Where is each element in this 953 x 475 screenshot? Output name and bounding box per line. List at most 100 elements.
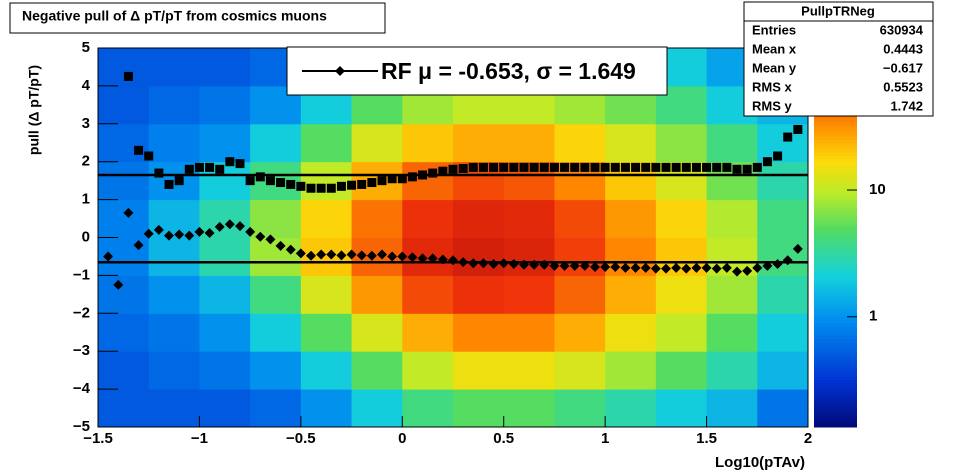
color-bar-step — [814, 212, 857, 216]
profile-diamond — [752, 262, 763, 273]
color-bar-step — [814, 294, 857, 299]
stats-value: 0.5523 — [883, 79, 923, 94]
color-bar-step — [814, 218, 857, 223]
heat-cell — [605, 123, 657, 163]
profile-square — [235, 159, 245, 169]
profile-square — [205, 162, 215, 172]
color-bar-step — [814, 237, 857, 242]
color-bar-step — [814, 243, 857, 248]
heat-cell — [605, 351, 657, 390]
color-bar-step — [814, 161, 857, 166]
profile-square — [712, 162, 722, 172]
profile-square — [265, 176, 275, 186]
heat-cell — [706, 275, 758, 314]
color-bar-step — [814, 332, 857, 336]
profile-diamond — [407, 252, 418, 263]
stats-key: Entries — [752, 22, 796, 37]
x-tick-label: −0.5 — [286, 430, 316, 447]
profile-diamond — [255, 231, 266, 242]
profile-diamond — [123, 207, 134, 218]
profile-square — [336, 181, 346, 191]
color-bar-step — [814, 275, 857, 280]
profile-square — [691, 162, 701, 172]
profile-square — [174, 176, 184, 186]
color-bar-step — [814, 300, 857, 305]
color-bar-step — [814, 221, 857, 226]
profile-square — [123, 71, 133, 81]
profile-diamond — [285, 244, 296, 255]
color-bar-step — [814, 142, 857, 147]
heat-cell — [655, 123, 708, 163]
profile-square — [347, 180, 357, 190]
profile-diamond — [346, 249, 357, 260]
heat-cell — [148, 237, 200, 276]
heat-cell — [453, 275, 505, 314]
color-bar-step — [814, 389, 857, 393]
profile-square — [509, 162, 519, 172]
stats-key: Mean y — [752, 60, 797, 75]
color-bar-step — [814, 414, 857, 419]
profile-square — [276, 178, 286, 188]
color-bar-step — [814, 376, 857, 381]
y-tick-label: 5 — [82, 39, 90, 56]
heat-cell — [250, 199, 302, 238]
color-bar-step — [814, 297, 857, 302]
color-bar-step — [814, 215, 857, 220]
heat-cell — [757, 313, 809, 352]
heat-cell — [98, 123, 150, 163]
color-bar-step — [814, 262, 857, 267]
stats-key: RMS y — [752, 98, 793, 113]
profile-square — [387, 174, 397, 184]
profile-diamond — [164, 230, 174, 241]
y-tick-label: 0 — [82, 228, 90, 245]
stats-value: 1.742 — [890, 98, 923, 113]
heat-cell — [503, 389, 555, 428]
color-bar-step — [814, 253, 857, 257]
stats-value: 0.4443 — [883, 41, 923, 56]
profile-square — [134, 145, 144, 155]
y-tick-label: 4 — [82, 77, 91, 94]
chart-title: Negative pull of Δ pT/pT from cosmics mu… — [22, 8, 327, 24]
profile-diamond — [417, 253, 428, 264]
color-bar-step — [814, 149, 857, 153]
profile-diamond — [103, 251, 114, 262]
profile-diamond — [204, 227, 215, 238]
color-bar-step — [814, 306, 857, 311]
color-bar-step — [814, 329, 857, 333]
profile-square — [702, 162, 712, 172]
heat-cell — [402, 199, 454, 238]
heat-cell — [98, 275, 150, 314]
profile-square — [600, 162, 610, 172]
profile-diamond — [620, 262, 631, 273]
heat-cell — [605, 313, 657, 352]
profile-square — [631, 162, 641, 172]
color-bar-step — [814, 250, 857, 254]
plot-marks — [97, 47, 809, 428]
profile-square — [225, 157, 235, 167]
profile-square — [742, 164, 752, 174]
profile-square — [671, 162, 681, 172]
heat-cell — [706, 199, 758, 238]
y-tick-label: 1 — [82, 191, 90, 208]
color-bar-step — [814, 152, 857, 156]
profile-diamond — [762, 260, 773, 271]
profile-diamond — [792, 243, 803, 254]
heat-cell — [98, 48, 150, 87]
profile-square — [793, 124, 803, 134]
profile-square — [560, 162, 570, 172]
heat-cell — [351, 313, 403, 352]
color-bar-step — [814, 284, 857, 289]
profile-diamond — [113, 279, 124, 290]
profile-diamond — [610, 262, 621, 273]
color-bar-step — [814, 123, 857, 128]
heat-cell — [300, 161, 353, 201]
profile-square — [377, 176, 387, 186]
color-bar-step — [814, 382, 857, 387]
heat-cell — [554, 351, 606, 390]
color-bar-step — [814, 190, 857, 194]
color-bar-step — [814, 186, 857, 191]
color-bar-step — [814, 322, 857, 327]
color-bar-step — [814, 341, 857, 346]
color-bar-step — [814, 310, 857, 314]
color-bar-step — [814, 228, 857, 232]
